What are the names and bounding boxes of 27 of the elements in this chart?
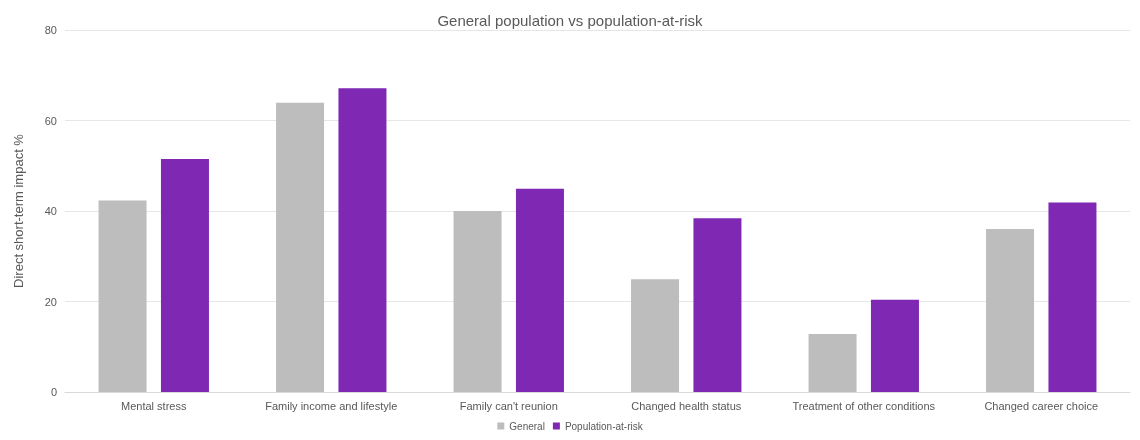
legend-label: General: [509, 420, 545, 432]
bar: [693, 218, 742, 392]
x-tick-label: Family can't reunion: [459, 399, 558, 412]
y-tick-label: 80: [44, 24, 57, 36]
bar: [870, 299, 919, 392]
y-axis-title: Direct short-term impact %: [11, 133, 26, 288]
bar: [338, 88, 387, 392]
bar: [1048, 202, 1097, 392]
y-tick-label: 0: [50, 386, 57, 398]
bar: [631, 279, 680, 392]
bar: [515, 188, 564, 392]
y-tick-label: 40: [44, 205, 57, 217]
bar: [276, 102, 325, 392]
bar: [453, 211, 502, 392]
chart-title: General population vs population-at-risk: [437, 12, 704, 29]
x-tick-label: Mental stress: [121, 399, 187, 412]
x-tick-label: Changed career choice: [984, 399, 1099, 412]
bar: [986, 229, 1035, 392]
y-tick-label: 60: [44, 114, 57, 127]
x-tick-label: Changed health status: [631, 399, 742, 412]
legend-label: Population-at-risk: [564, 420, 644, 432]
x-tick-label: Family income and lifestyle: [265, 399, 398, 412]
bar: [808, 334, 857, 392]
bar: [98, 200, 147, 392]
bar: [160, 158, 209, 392]
x-tick-label: Treatment of other conditions: [792, 399, 936, 412]
y-tick-label: 20: [44, 295, 57, 308]
